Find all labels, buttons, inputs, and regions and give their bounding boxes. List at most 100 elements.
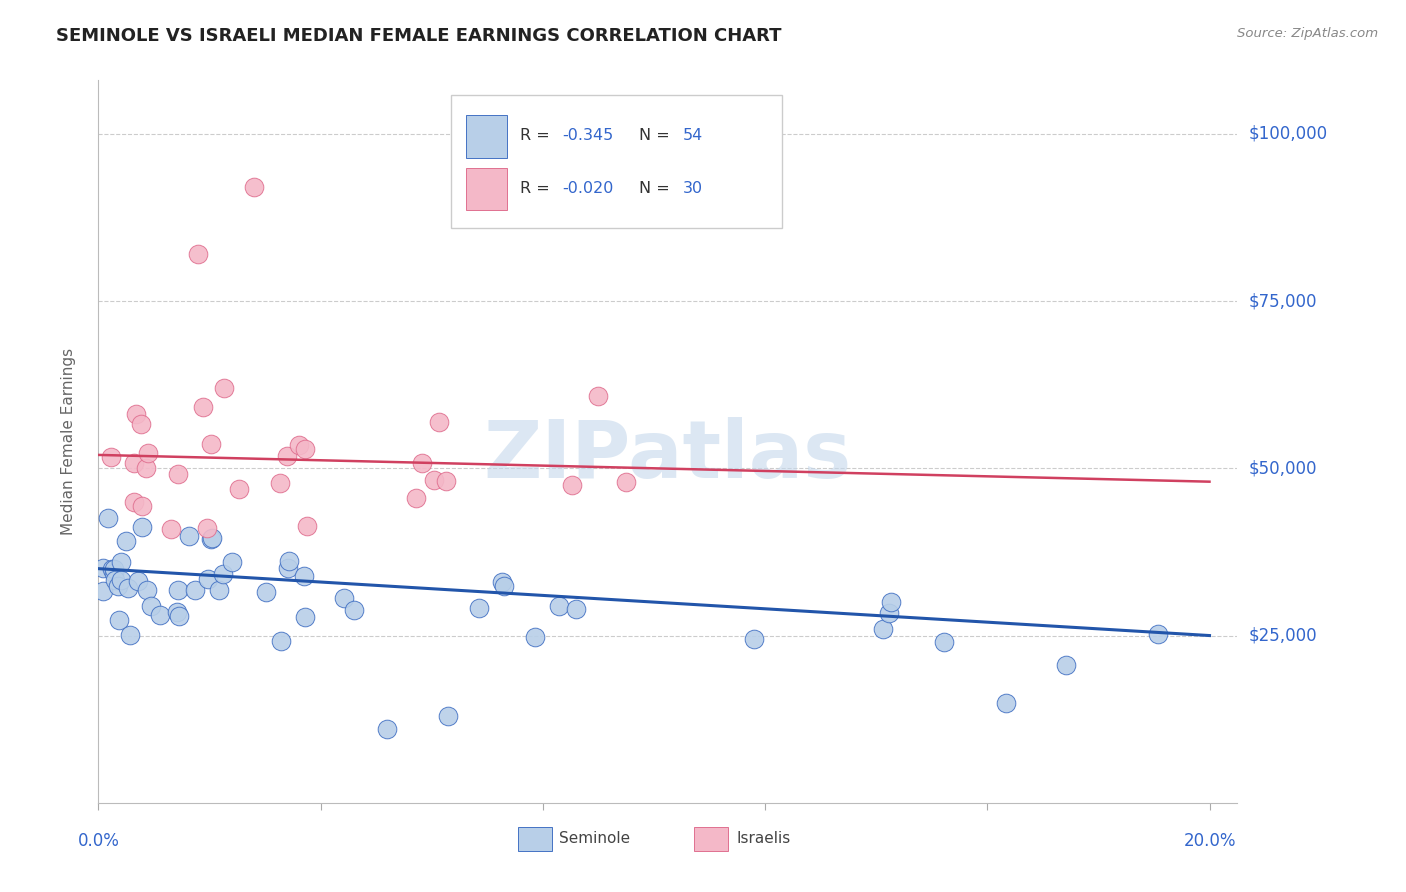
Point [183,583,205,598]
Point [877,606,900,620]
Point [547,599,569,614]
Point [167,609,190,624]
Point [212,381,235,395]
Text: R =: R = [520,128,555,144]
Point [434,474,457,488]
Point [110,555,132,569]
FancyBboxPatch shape [695,827,728,851]
Point [427,415,450,429]
FancyBboxPatch shape [451,95,782,228]
Point [294,442,316,457]
Point [117,582,139,596]
Point [269,476,291,491]
Point [422,474,444,488]
Point [276,450,298,464]
Text: $50,000: $50,000 [1249,459,1317,477]
Text: Source: ZipAtlas.com: Source: ZipAtlas.com [1237,27,1378,40]
Point [91,560,114,574]
Point [872,622,894,636]
Point [243,180,266,194]
Point [561,478,583,492]
Point [166,605,188,619]
Point [103,566,125,581]
Point [212,566,235,581]
Text: $100,000: $100,000 [1249,125,1327,143]
Point [148,608,170,623]
Point [187,247,209,261]
Point [201,531,224,545]
Point [91,584,114,599]
Point [468,601,491,615]
Text: -0.020: -0.020 [562,181,613,196]
Point [278,554,301,568]
Point [131,520,153,534]
FancyBboxPatch shape [517,827,551,851]
Point [114,534,136,549]
Point [295,519,318,533]
Point [167,582,190,597]
Point [270,634,292,648]
Text: $25,000: $25,000 [1249,626,1317,645]
Text: 54: 54 [683,128,703,144]
Point [333,591,356,605]
Text: N =: N = [640,181,675,196]
Point [131,417,153,431]
Point [101,562,124,576]
Point [1146,627,1168,641]
Point [492,579,515,593]
Point [200,437,222,451]
Point [195,521,218,535]
Point [122,494,145,508]
FancyBboxPatch shape [467,168,508,211]
Point [742,632,765,646]
Point [614,475,637,489]
Point [1054,658,1077,673]
Point [343,603,366,617]
Point [491,574,513,589]
Point [135,461,157,475]
Point [118,628,141,642]
Point [110,573,132,587]
Point [200,533,222,547]
Text: N =: N = [640,128,675,144]
Point [292,569,315,583]
Point [288,437,311,451]
Point [100,450,122,464]
Text: -0.345: -0.345 [562,128,613,144]
Text: SEMINOLE VS ISRAELI MEDIAN FEMALE EARNINGS CORRELATION CHART: SEMINOLE VS ISRAELI MEDIAN FEMALE EARNIN… [56,27,782,45]
Point [167,467,190,482]
Point [277,561,299,575]
Text: ZIPatlas: ZIPatlas [484,417,852,495]
Point [437,708,460,723]
Point [131,499,153,513]
Point [179,529,201,543]
Point [122,456,145,470]
Point [108,613,131,627]
Point [221,555,243,569]
Point [104,574,127,588]
Point [995,696,1018,710]
Point [107,579,129,593]
Point [934,634,956,648]
Point [138,446,160,460]
Point [103,562,125,576]
Point [160,522,183,536]
Point [405,491,427,505]
Text: 30: 30 [683,181,703,196]
Point [136,583,159,598]
Point [254,585,277,599]
Text: 20.0%: 20.0% [1184,831,1236,850]
Point [193,401,215,415]
Point [565,602,588,616]
Point [197,572,219,586]
Text: $75,000: $75,000 [1249,292,1317,310]
Point [97,511,120,525]
Point [375,723,398,737]
Point [411,456,433,470]
Point [294,610,316,624]
Point [524,631,547,645]
Text: 0.0%: 0.0% [77,831,120,850]
Point [124,408,146,422]
Point [228,482,250,496]
Text: Israelis: Israelis [737,831,790,847]
